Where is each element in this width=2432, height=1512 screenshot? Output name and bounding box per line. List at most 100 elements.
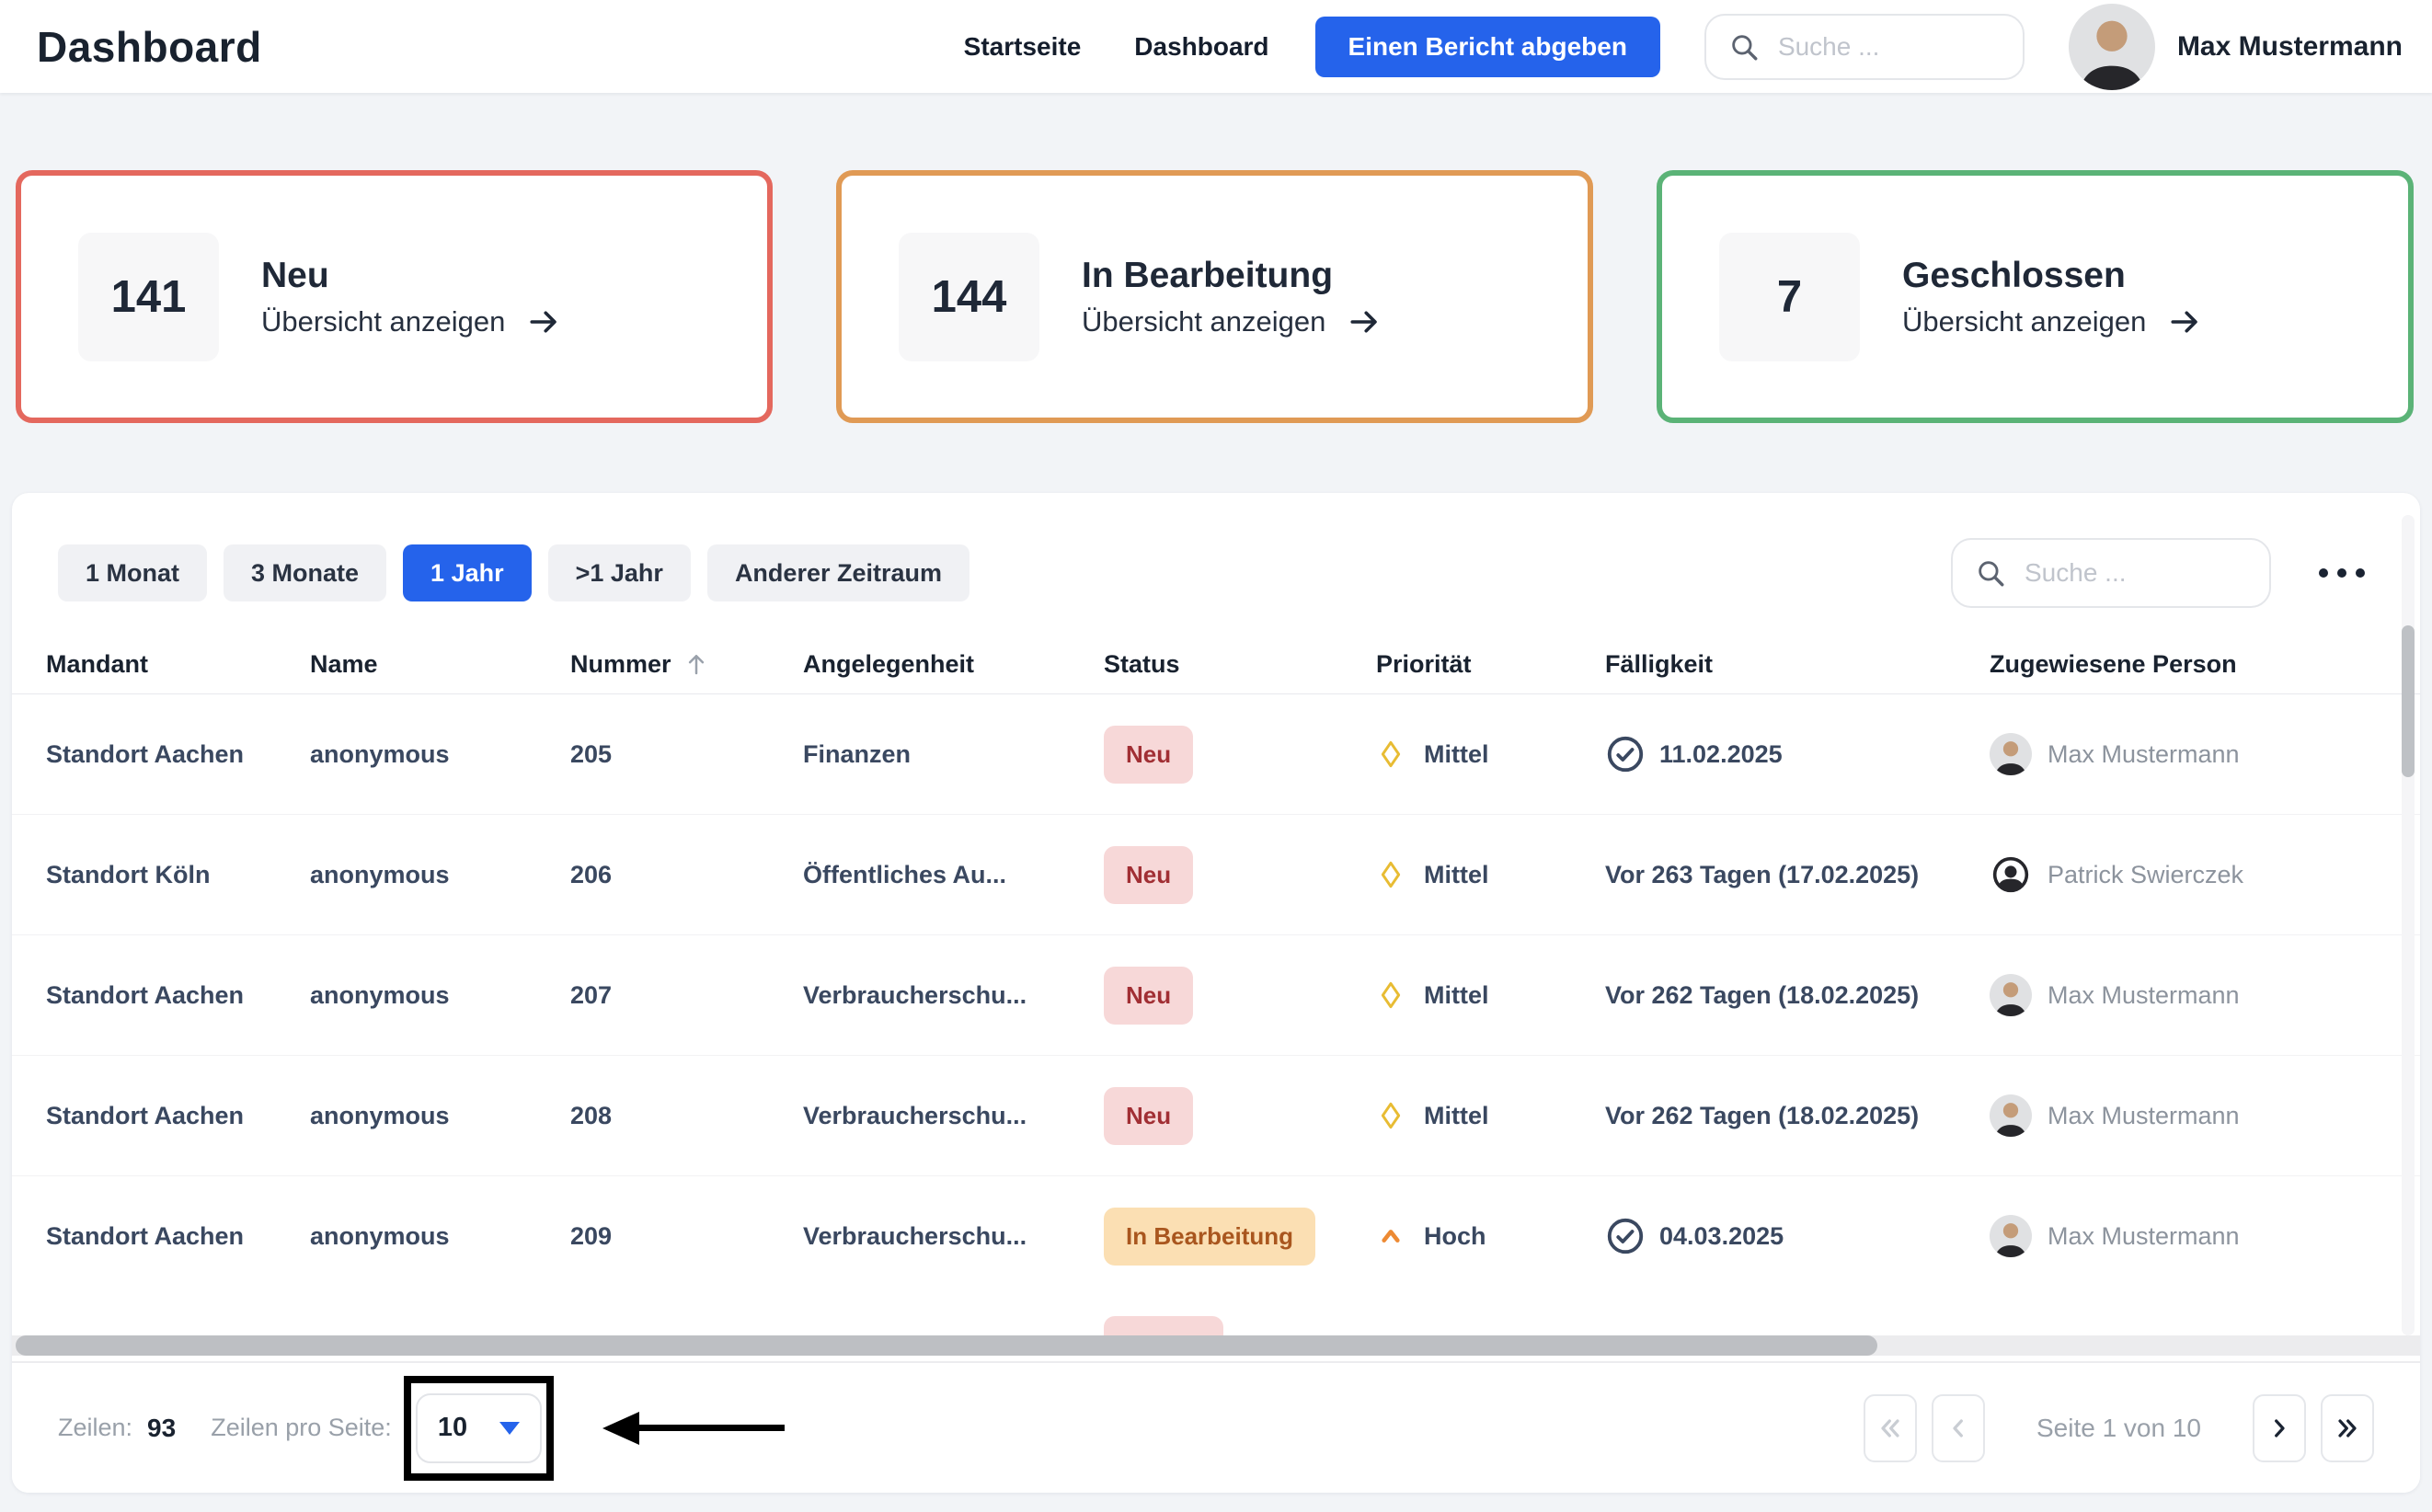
column-header-nummer[interactable]: Nummer bbox=[570, 650, 803, 679]
priority-mittel-diamond-icon bbox=[1381, 1102, 1401, 1129]
previous-page-button[interactable] bbox=[1931, 1393, 1985, 1462]
table-search-input[interactable] bbox=[2023, 557, 2247, 589]
cell-zugewiesene-person: Max Mustermann bbox=[1990, 974, 2420, 1016]
priority-label: Mittel bbox=[1424, 980, 1489, 1009]
status-badge: Neu bbox=[1104, 966, 1194, 1025]
column-header-prioritaet[interactable]: Priorität bbox=[1376, 649, 1472, 678]
table-row[interactable]: Standort Aachen anonymous 205 Finanzen Neu Mi… bbox=[12, 694, 2420, 815]
status-badge: Neu bbox=[1104, 1086, 1194, 1145]
time-filter-button[interactable]: Anderer Zeitraum bbox=[706, 544, 969, 601]
assignee-avatar bbox=[1990, 733, 2032, 775]
reports-panel: 1 Monat 3 Monate 1 Jahr >1 Jahr Anderer Zeit… bbox=[12, 493, 2420, 1493]
time-filter-button[interactable]: >1 Jahr bbox=[547, 544, 691, 601]
table-row[interactable]: Standort Köln anonymous 206 Öffentliches Au… bbox=[12, 815, 2420, 935]
cell-name: anonymous bbox=[310, 1101, 450, 1129]
double-chevron-left-icon bbox=[1881, 1418, 1899, 1438]
user-avatar[interactable] bbox=[2068, 3, 2155, 90]
horizontal-scrollbar-thumb[interactable] bbox=[16, 1335, 1877, 1356]
first-page-button[interactable] bbox=[1863, 1393, 1917, 1462]
table-row[interactable]: Standort Aachen anonymous 209 Verbrauchersc… bbox=[12, 1176, 2420, 1297]
cell-zugewiesene-person: Max Mustermann bbox=[1990, 1215, 2420, 1257]
table-footer: Zeilen: 93 Zeilen pro Seite: 10 bbox=[12, 1361, 2420, 1493]
stat-card-neu[interactable]: 141 Neu Übersicht anzeigen bbox=[16, 170, 773, 423]
sort-ascending-icon bbox=[688, 655, 704, 675]
status-badge-partial bbox=[1104, 1316, 1223, 1336]
cell-mandant: Standort Köln bbox=[46, 860, 211, 888]
column-header-faelligkeit[interactable]: Fälligkeit bbox=[1605, 649, 1714, 678]
time-filter-button[interactable]: 1 Monat bbox=[58, 544, 208, 601]
user-name[interactable]: Max Mustermann bbox=[2176, 30, 2403, 62]
stat-count: 7 bbox=[1719, 232, 1860, 361]
rows-per-page-value: 10 bbox=[437, 1413, 468, 1442]
rows-per-page-select-wrap: 10 bbox=[403, 1375, 554, 1481]
top-bar: Dashboard Startseite Dashboard Einen Ber… bbox=[0, 0, 2432, 93]
column-header-angelegenheit[interactable]: Angelegenheit bbox=[803, 649, 975, 678]
cell-faelligkeit: Vor 262 Tagen (18.02.2025) bbox=[1605, 981, 1990, 1010]
priority-mittel-diamond-icon bbox=[1381, 861, 1401, 888]
top-navigation: Startseite Dashboard bbox=[964, 32, 1269, 62]
stat-overview-link[interactable]: Übersicht anzeigen bbox=[261, 305, 560, 338]
table-row[interactable]: Standort Aachen anonymous 207 Verbrauchersc… bbox=[12, 935, 2420, 1056]
nav-item-dashboard[interactable]: Dashboard bbox=[1134, 31, 1269, 61]
priority-hoch-chevron-icon bbox=[1382, 1230, 1400, 1243]
cell-angelegenheit: Öffentliches Au... bbox=[803, 860, 1007, 888]
column-header-zugewiesene-person[interactable]: Zugewiesene Person bbox=[1990, 649, 2237, 678]
column-header-mandant[interactable]: Mandant bbox=[46, 649, 148, 678]
column-header-status[interactable]: Status bbox=[1104, 649, 1180, 678]
caret-down-icon bbox=[499, 1421, 520, 1435]
cell-faelligkeit: 11.02.2025 bbox=[1605, 734, 1990, 774]
status-badge: In Bearbeitung bbox=[1104, 1207, 1316, 1266]
submit-report-button[interactable]: Einen Bericht abgeben bbox=[1314, 16, 1660, 77]
assignee-avatar bbox=[1990, 1094, 2032, 1137]
time-filter-group: 1 Monat 3 Monate 1 Jahr >1 Jahr Anderer Zeit… bbox=[58, 544, 969, 601]
cell-nummer: 207 bbox=[570, 980, 613, 1009]
stat-overview-link[interactable]: Übersicht anzeigen bbox=[1082, 305, 1381, 338]
due-date-label: 11.02.2025 bbox=[1659, 739, 1783, 768]
stat-card-geschlossen[interactable]: 7 Geschlossen Übersicht anzeigen bbox=[1657, 170, 2414, 423]
assignee-name: Max Mustermann bbox=[2048, 980, 2240, 1009]
assignee-name: Max Mustermann bbox=[2048, 1221, 2240, 1250]
avatar-photo bbox=[2068, 3, 2155, 90]
annotation-arrow-head-icon bbox=[602, 1411, 639, 1445]
time-filter-button[interactable]: 3 Monate bbox=[224, 544, 387, 601]
last-page-button[interactable] bbox=[2321, 1393, 2374, 1462]
cell-angelegenheit: Verbraucherschu... bbox=[803, 980, 1027, 1009]
due-date-label: Vor 263 Tagen (17.02.2025) bbox=[1605, 860, 1920, 888]
nav-item-startseite[interactable]: Startseite bbox=[963, 31, 1082, 61]
cell-prioritaet: Mittel bbox=[1376, 1101, 1605, 1130]
rows-count: 93 bbox=[147, 1413, 177, 1442]
stat-card-in-bearbeitung[interactable]: 144 In Bearbeitung Übersicht anzeigen bbox=[836, 170, 1593, 423]
cell-status: Neu bbox=[1104, 966, 1376, 1025]
status-badge: Neu bbox=[1104, 845, 1194, 904]
stat-overview-link[interactable]: Übersicht anzeigen bbox=[1902, 305, 2201, 338]
chevron-left-icon bbox=[1953, 1418, 1963, 1438]
cell-mandant: Standort Aachen bbox=[46, 1101, 245, 1129]
horizontal-scrollbar[interactable] bbox=[12, 1335, 2420, 1356]
assignee-name: Patrick Swierczek bbox=[2048, 860, 2244, 888]
stat-count: 144 bbox=[899, 232, 1039, 361]
cell-faelligkeit: 04.03.2025 bbox=[1605, 1216, 1990, 1256]
table-row[interactable]: Standort Aachen anonymous 208 Verbrauchersc… bbox=[12, 1056, 2420, 1176]
time-filter-button[interactable]: 1 Jahr bbox=[403, 544, 532, 601]
column-header-name[interactable]: Name bbox=[310, 649, 378, 678]
table-body: Standort Aachen anonymous 205 Finanzen Neu Mi… bbox=[12, 694, 2420, 1297]
vertical-scrollbar-thumb[interactable] bbox=[2402, 625, 2415, 777]
stat-cards: 141 Neu Übersicht anzeigen 144 In Bearbe… bbox=[16, 170, 2414, 423]
rows-per-page-select[interactable]: 10 bbox=[415, 1392, 542, 1463]
header-search[interactable] bbox=[1704, 13, 2025, 80]
cell-zugewiesene-person: Max Mustermann bbox=[1990, 733, 2420, 775]
cell-zugewiesene-person: Max Mustermann bbox=[1990, 1094, 2420, 1137]
cell-status: Neu bbox=[1104, 725, 1376, 784]
assignee-avatar bbox=[1990, 974, 2032, 1016]
stat-overview-link-label: Übersicht anzeigen bbox=[1902, 304, 2147, 338]
table-search[interactable] bbox=[1951, 538, 2271, 608]
header-search-input[interactable] bbox=[1775, 30, 2001, 63]
next-page-button[interactable] bbox=[2253, 1393, 2306, 1462]
stat-title: Neu bbox=[261, 255, 329, 295]
table-header-row: Mandant Name Nummer Angelegenheit Status… bbox=[12, 635, 2420, 694]
more-options-icon[interactable] bbox=[2310, 559, 2374, 587]
rows-label: Zeilen: bbox=[58, 1414, 133, 1441]
due-date-label: 04.03.2025 bbox=[1659, 1221, 1784, 1250]
vertical-scrollbar[interactable] bbox=[2402, 515, 2415, 1335]
cell-status: Neu bbox=[1104, 845, 1376, 904]
